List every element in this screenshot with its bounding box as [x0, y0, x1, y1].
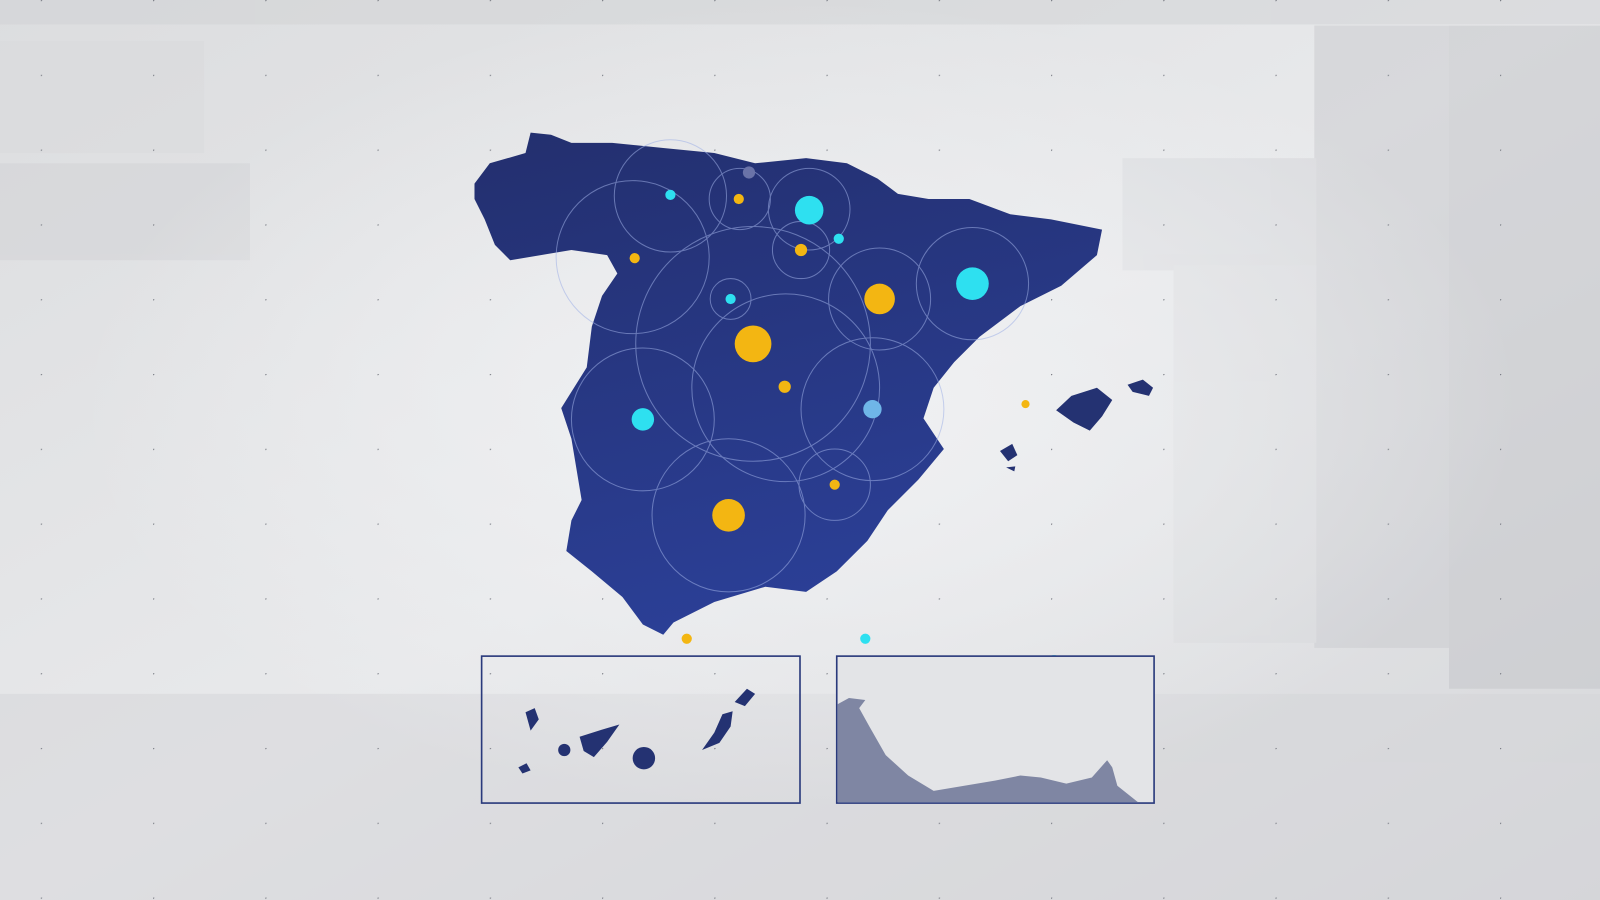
range-circles — [555, 139, 1030, 593]
menorca — [1127, 379, 1154, 396]
canary-islands — [518, 688, 756, 774]
canary-inset-frame — [480, 655, 801, 804]
markers — [629, 166, 1064, 674]
strait-inset-frame — [835, 655, 1155, 804]
ibiza — [1000, 443, 1018, 462]
strait-coast — [837, 697, 1138, 803]
mallorca — [1056, 387, 1113, 431]
formentera — [1006, 466, 1016, 472]
